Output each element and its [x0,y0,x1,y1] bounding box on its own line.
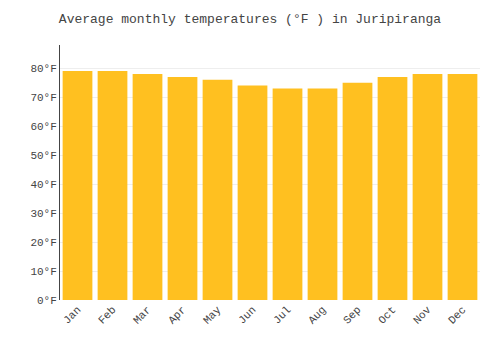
svg-text:30°F: 30°F [30,208,56,220]
svg-text:Jan: Jan [61,304,83,326]
svg-text:20°F: 20°F [30,237,56,249]
svg-text:Apr: Apr [166,304,188,326]
svg-text:Nov: Nov [411,304,434,327]
svg-text:80°F: 80°F [30,63,56,75]
svg-text:Feb: Feb [96,304,118,326]
svg-text:Sep: Sep [341,304,363,326]
svg-text:Aug: Aug [306,304,328,326]
svg-text:50°F: 50°F [30,150,56,162]
svg-text:Jun: Jun [236,304,258,326]
svg-text:Jul: Jul [271,304,293,326]
svg-text:60°F: 60°F [30,121,56,133]
svg-text:May: May [201,304,224,327]
svg-text:Dec: Dec [446,304,468,326]
svg-text:Average monthly temperatures (: Average monthly temperatures (°F ) in Ju… [59,12,441,27]
svg-text:40°F: 40°F [30,179,56,191]
svg-text:10°F: 10°F [30,266,56,278]
svg-text:0°F: 0°F [37,295,57,307]
svg-text:Oct: Oct [376,304,398,326]
svg-text:Mar: Mar [131,304,153,326]
svg-text:70°F: 70°F [30,92,56,104]
